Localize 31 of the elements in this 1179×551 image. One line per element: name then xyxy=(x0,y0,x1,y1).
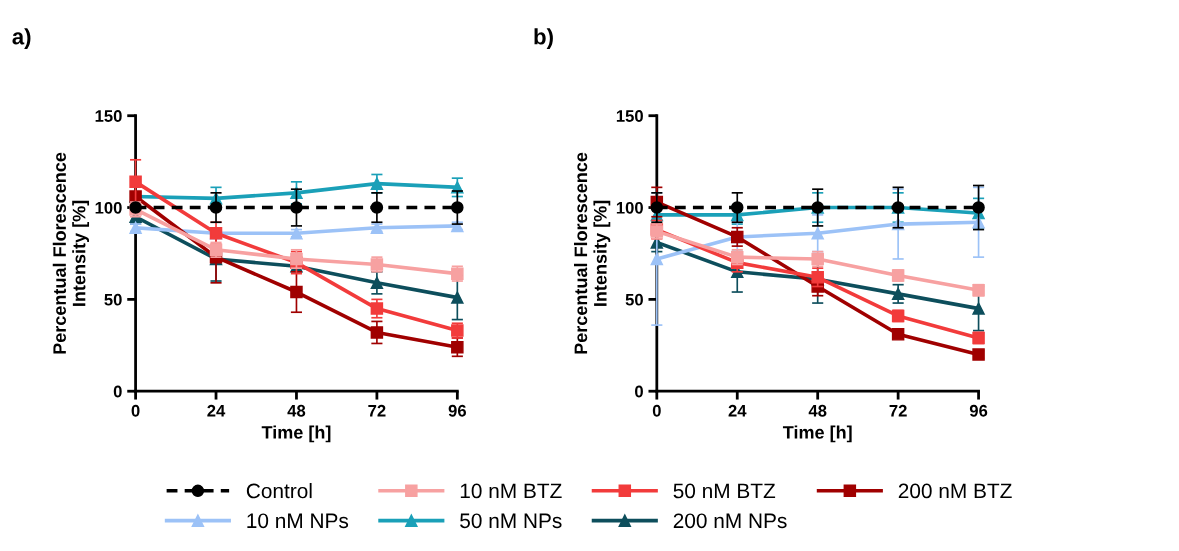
x-tick-label: 24 xyxy=(728,404,747,417)
y-tick-label: 50 xyxy=(625,293,643,306)
y-tick-label: 150 xyxy=(616,110,643,122)
chart-title: a) xyxy=(12,28,31,49)
y-axis-title: Percentual Florescence Intensity [%] xyxy=(52,152,90,354)
x-tick-label: 24 xyxy=(207,404,226,417)
x-tick-label: 72 xyxy=(889,404,907,417)
y-tick-label: 0 xyxy=(635,385,643,398)
legend-label: 200 nM NPs xyxy=(673,513,787,529)
y-axis-title: Percentual Florescence Intensity [%] xyxy=(573,152,611,354)
y-tick-label: 50 xyxy=(104,293,122,306)
legend-label: 200 nM BTZ xyxy=(898,483,1012,499)
legend-label: Control xyxy=(246,482,312,499)
x-axis-title: Time [h] xyxy=(261,425,331,443)
x-tick-label: 72 xyxy=(368,404,386,417)
x-axis-title: Time [h] xyxy=(782,425,852,443)
chart-title: b) xyxy=(534,28,553,49)
y-tick-label: 0 xyxy=(113,385,122,398)
y-tick-label: 100 xyxy=(616,201,643,214)
x-tick-label: 48 xyxy=(808,404,827,417)
x-tick-label: 96 xyxy=(448,404,466,417)
legend-label: 50 nM NPs xyxy=(460,513,562,529)
legend-label: 10 nM BTZ xyxy=(460,483,562,499)
x-tick-label: 0 xyxy=(131,404,140,417)
legend-label: 10 nM NPs xyxy=(247,513,349,529)
x-tick-label: 0 xyxy=(652,404,661,417)
y-tick-label: 100 xyxy=(95,201,122,214)
legend-label: 50 nM BTZ xyxy=(673,483,776,499)
x-tick-label: 96 xyxy=(969,404,988,417)
y-tick-label: 150 xyxy=(95,110,122,122)
x-tick-label: 48 xyxy=(287,404,306,417)
